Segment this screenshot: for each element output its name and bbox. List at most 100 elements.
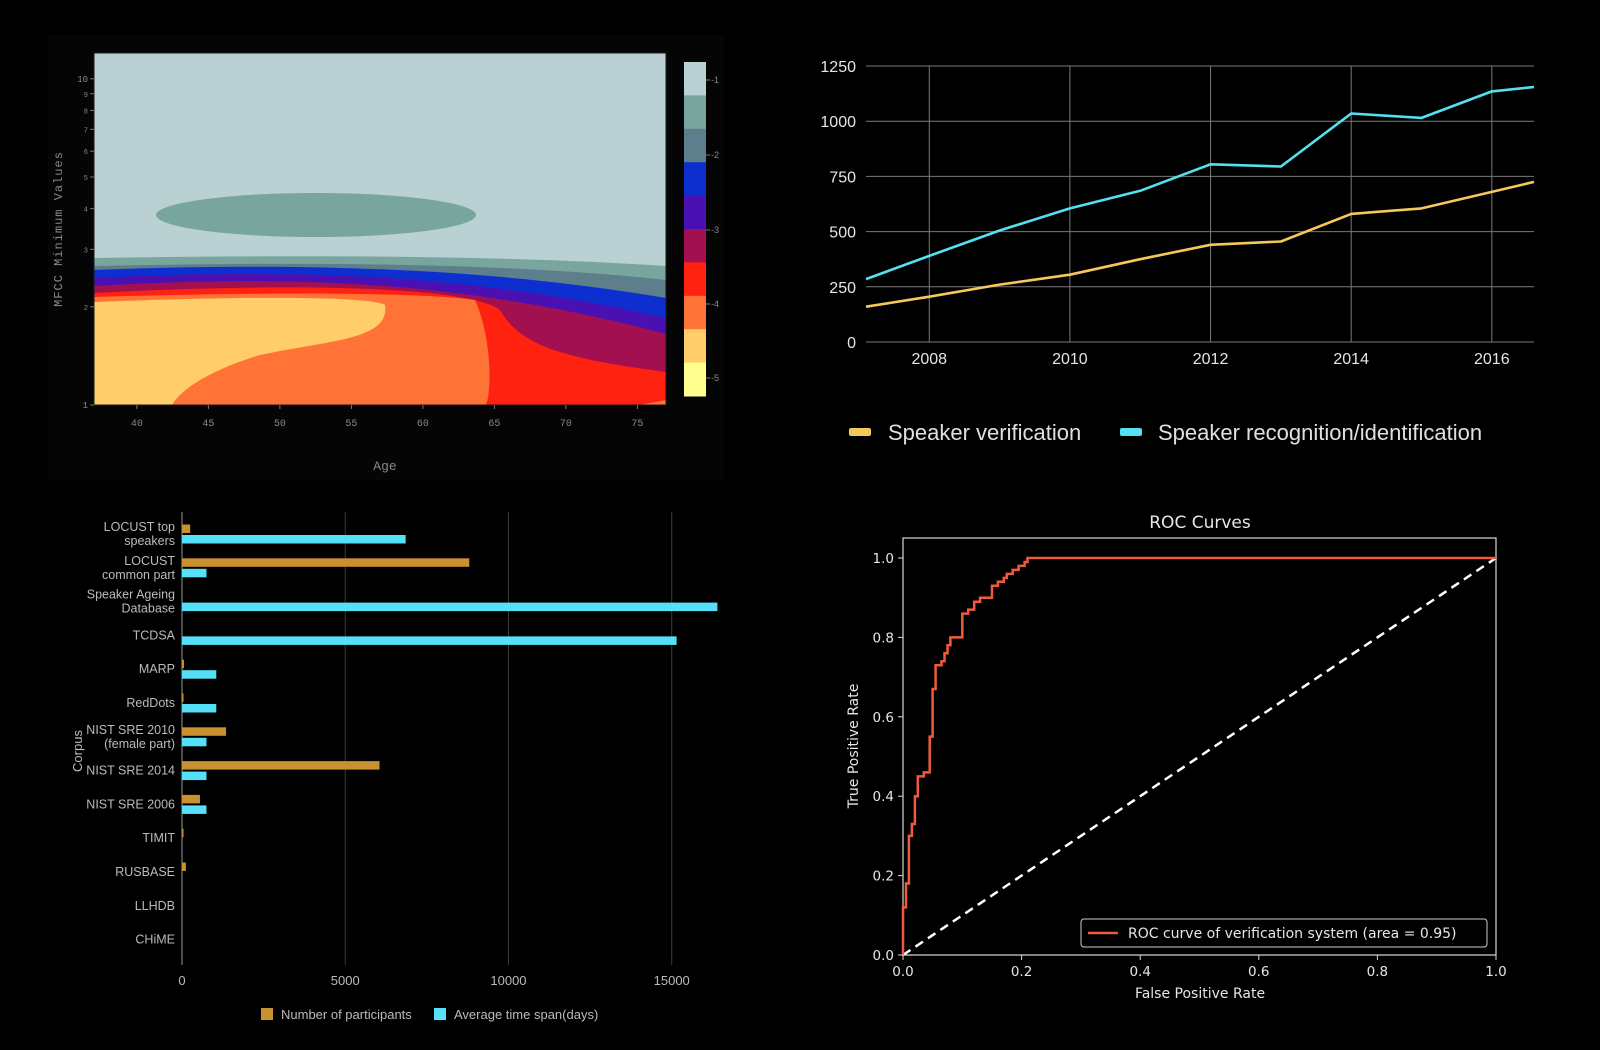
roc-y-tick-label: 0.6 [873, 710, 894, 726]
participants-bar [182, 659, 184, 669]
roc-x-tick-label: 1.0 [1485, 964, 1506, 980]
colorbar-level-4 [684, 162, 706, 197]
publications-x-tick-label: 2010 [1052, 351, 1088, 368]
contour-field [94, 53, 666, 405]
colorbar-level-7 [684, 262, 706, 297]
colorbar-tick-label: -5 [711, 373, 719, 383]
corpus-category-label: LOCUST top [104, 520, 175, 534]
corpus-category-label: Database [121, 602, 175, 616]
colorbar-level-10 [684, 362, 706, 397]
publications-y-tick-label: 750 [829, 169, 856, 186]
corpus-x-tick-label: 0 [178, 973, 185, 988]
time-span-bar [182, 805, 207, 814]
contour-x-axis: 40 45 50 55 60 65 70 75 [131, 405, 643, 430]
colorbar [684, 62, 706, 397]
colorbar-ticks: -1 -2 -3 -4 -5 [706, 75, 719, 383]
participants-bar [182, 524, 191, 533]
corpus-x-ticks: 0 5000 10000 15000 [178, 973, 689, 988]
roc-x-tick-label: 0.2 [1011, 964, 1032, 980]
colorbar-level-9 [684, 329, 706, 364]
time-span-bar [182, 602, 718, 612]
contour-y-tick-label: 10 [77, 75, 88, 85]
publications-panel: 0 250 500 750 1000 1250 2008 2010 2012 2014 2016 S… [820, 59, 1535, 445]
contour-x-tick-label: 75 [631, 419, 643, 430]
publications-series [865, 85, 1535, 308]
contour-y-tick-label: 5 [84, 175, 88, 183]
contour-y-tick-label: 9 [84, 92, 88, 100]
corpus-category-label: Speaker Ageing [87, 588, 175, 602]
publications-y-tick-label: 500 [829, 225, 856, 242]
contour-y-tick-label: 1 [83, 401, 88, 411]
colorbar-level-2 [684, 95, 706, 130]
corpus-category-label: MARP [139, 662, 175, 676]
roc-x-tick-label: 0.6 [1248, 964, 1269, 980]
publications-x-tick-label: 2012 [1193, 351, 1229, 368]
publications-y-tick-label: 0 [847, 335, 856, 352]
publications-grid [866, 65, 1534, 343]
corpus-category-label: (female part) [104, 737, 175, 751]
roc-legend-box [1080, 918, 1488, 948]
participants-bar [182, 693, 184, 702]
contour-y-tick-label: 7 [84, 127, 88, 135]
contour-y-tick-label: 4 [84, 207, 88, 215]
roc-legend-label: ROC curve of verification system (area =… [1128, 926, 1457, 942]
colorbar-level-6 [684, 229, 706, 263]
publications-x-tick-label: 2016 [1474, 351, 1510, 368]
contour-x-tick-label: 45 [202, 419, 214, 430]
contour-plot-frame [93, 52, 667, 406]
legend-swatch-participants [261, 1008, 273, 1020]
speaker-verification-line [865, 180, 1535, 308]
publications-y-tick-label: 1000 [820, 114, 856, 131]
participants-bar [182, 862, 186, 871]
publications-x-tick-label: 2014 [1333, 351, 1369, 368]
corpus-bars [182, 524, 718, 871]
corpus-category-label: NIST SRE 2006 [86, 797, 175, 811]
roc-curve-line [901, 556, 1496, 955]
colorbar-level-5 [684, 195, 706, 230]
time-span-bar [182, 535, 406, 544]
contour-y-label: MFCC Minimum Values [52, 151, 66, 307]
time-span-bar [182, 568, 207, 578]
colorbar-tick-label: -4 [711, 299, 719, 309]
contour-x-tick-label: 60 [417, 419, 429, 430]
colorbar-level-1 [684, 62, 706, 96]
publications-x-tick-label: 2008 [911, 351, 947, 368]
corpus-x-tick-label: 5000 [331, 973, 360, 988]
roc-y-tick-label: 0.8 [873, 630, 894, 646]
contour-x-tick-label: 40 [131, 419, 143, 430]
roc-y-tick-label: 0.0 [873, 948, 894, 964]
roc-y-tick-label: 0.2 [873, 869, 894, 885]
roc-plot-frame [902, 537, 1497, 956]
contour-x-tick-label: 65 [488, 419, 500, 430]
participants-bar [182, 828, 184, 838]
corpus-category-label: RedDots [126, 696, 175, 710]
participants-bar [182, 558, 470, 567]
roc-ticks: 0.0 0.2 0.4 0.6 0.8 1.0 0.0 0.2 0.4 0.6 0.8 1.0 [873, 551, 1507, 980]
colorbar-tick-label: -3 [711, 225, 719, 235]
colorbar-tick-label: -2 [711, 150, 719, 160]
time-span-bar [182, 737, 207, 747]
legend-swatch-speaker-recognition [1120, 428, 1142, 436]
legend-label-speaker-recognition: Speaker recognition/identification [1158, 420, 1482, 445]
corpus-grid [181, 512, 673, 965]
publications-legend: Speaker verification Speaker recognition… [849, 420, 1482, 445]
contour-y-tick-label: 2 [84, 305, 88, 313]
colorbar-tick-label: -1 [711, 75, 719, 85]
roc-x-tick-label: 0.4 [1129, 964, 1150, 980]
legend-swatch-time-span [434, 1008, 446, 1020]
roc-x-label: False Positive Rate [1135, 986, 1265, 1002]
corpus-legend: Number of participants Average time span… [261, 1007, 598, 1022]
roc-x-tick-label: 0.8 [1367, 964, 1388, 980]
corpus-x-tick-label: 10000 [490, 973, 526, 988]
corpus-category-label: RUSBASE [115, 865, 175, 879]
contour-y-tick-label: 6 [84, 149, 88, 157]
corpus-category-label: TIMIT [142, 831, 175, 845]
contour-level-9 [94, 297, 386, 405]
corpus-category-label: LLHDB [135, 899, 175, 913]
roc-y-tick-label: 1.0 [873, 551, 894, 567]
corpus-category-label: NIST SRE 2010 [86, 723, 175, 737]
